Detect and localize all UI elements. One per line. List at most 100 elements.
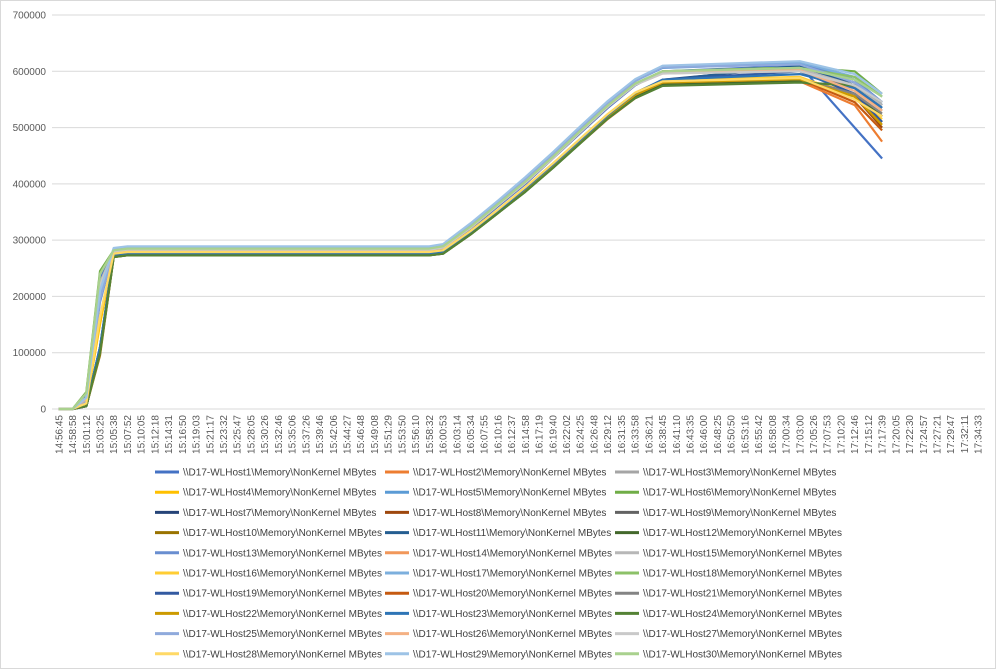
series-line-1 — [58, 64, 883, 411]
x-tick-label: 14:56:45 — [54, 415, 65, 454]
legend-entry-label: \\D17-WLHost19\Memory\NonKernel MBytes — [183, 589, 382, 600]
legend-entry-label: \\D17-WLHost29\Memory\NonKernel MBytes — [413, 649, 612, 660]
x-tick-label: 15:03:25 — [96, 415, 107, 454]
y-tick-label: 600000 — [13, 67, 47, 78]
gridlines — [52, 14, 985, 410]
legend-entry-label: \\D17-WLHost5\Memory\NonKernel MBytes — [413, 488, 606, 499]
x-tick-label: 15:12:18 — [150, 415, 161, 454]
series-line-11 — [58, 64, 883, 411]
x-tick-label: 15:30:26 — [260, 415, 271, 454]
legend-entry-label: \\D17-WLHost1\Memory\NonKernel MBytes — [183, 468, 376, 479]
y-tick-label: 200000 — [13, 292, 47, 303]
y-tick-label: 400000 — [13, 179, 47, 190]
legend-entry-label: \\D17-WLHost23\Memory\NonKernel MBytes — [413, 609, 612, 620]
legend-entry-label: \\D17-WLHost18\Memory\NonKernel MBytes — [643, 569, 842, 580]
x-tick-label: 16:05:34 — [466, 415, 477, 454]
series-line-16 — [58, 75, 883, 411]
x-tick-label: 17:05:26 — [809, 415, 820, 454]
x-tick-label: 17:32:11 — [960, 415, 971, 454]
x-tick-label: 15:49:08 — [370, 415, 381, 454]
series-line-20 — [58, 78, 883, 411]
x-tick-label: 17:24:57 — [919, 415, 930, 454]
legend-entry-label: \\D17-WLHost27\Memory\NonKernel MBytes — [643, 629, 842, 640]
y-tick-label: 700000 — [13, 11, 47, 22]
x-tick-label: 15:53:50 — [397, 415, 408, 454]
series-line-5 — [58, 62, 883, 411]
series-line-14 — [58, 67, 883, 411]
x-tick-label: 15:05:38 — [109, 415, 120, 454]
x-tick-label: 15:25:47 — [233, 415, 244, 454]
series-line-10 — [58, 79, 883, 411]
series-line-3 — [58, 66, 883, 411]
x-tick-label: 17:27:21 — [932, 415, 943, 454]
legend: \\D17-WLHost1\Memory\NonKernel MBytes \\D… — [155, 468, 842, 660]
legend-entry-label: \\D17-WLHost21\Memory\NonKernel MBytes — [643, 589, 842, 600]
x-tick-label: 15:51:29 — [384, 415, 395, 454]
series-line-15 — [58, 67, 883, 411]
x-tick-label: 16:07:55 — [480, 415, 491, 454]
x-tick-label: 14:58:58 — [68, 415, 79, 454]
series-line-23 — [58, 72, 883, 411]
x-tick-label: 16:17:19 — [535, 415, 546, 454]
x-tick-label: 16:53:16 — [740, 415, 751, 454]
x-tick-label: 15:16:50 — [178, 415, 189, 454]
x-tick-label: 17:29:47 — [946, 415, 957, 454]
legend-entry-label: \\D17-WLHost3\Memory\NonKernel MBytes — [643, 468, 836, 479]
x-tick-label: 16:36:21 — [644, 415, 655, 454]
series-line-30 — [58, 66, 883, 411]
legend-entry-label: \\D17-WLHost15\Memory\NonKernel MBytes — [643, 548, 842, 559]
x-tick-label: 15:44:27 — [342, 415, 353, 454]
x-tick-label: 17:15:12 — [864, 415, 875, 454]
legend-entry-label: \\D17-WLHost7\Memory\NonKernel MBytes — [183, 508, 376, 519]
x-tick-label: 15:01:12 — [82, 415, 93, 454]
x-tick-label: 15:32:46 — [274, 415, 285, 454]
legend-entry-label: \\D17-WLHost17\Memory\NonKernel MBytes — [413, 569, 612, 580]
x-tick-label: 16:50:50 — [727, 415, 738, 454]
series-line-9 — [58, 78, 883, 411]
legend-entry-label: \\D17-WLHost20\Memory\NonKernel MBytes — [413, 589, 612, 600]
x-tick-label: 15:28:05 — [246, 415, 257, 454]
y-tick-label: 500000 — [13, 123, 47, 134]
x-tick-label: 16:26:48 — [589, 415, 600, 454]
x-tick-label: 16:38:45 — [658, 415, 669, 454]
x-tick-label: 16:19:40 — [548, 415, 559, 454]
x-tick-label: 15:39:46 — [315, 415, 326, 454]
x-tick-label: 17:00:34 — [782, 415, 793, 454]
x-tick-label: 17:17:39 — [878, 415, 889, 454]
x-tick-label: 17:22:30 — [905, 415, 916, 454]
legend-entry-label: \\D17-WLHost30\Memory\NonKernel MBytes — [643, 649, 842, 660]
x-tick-label: 17:12:46 — [850, 415, 861, 454]
x-tick-label: 15:19:03 — [192, 415, 203, 454]
legend-entry-label: \\D17-WLHost9\Memory\NonKernel MBytes — [643, 508, 836, 519]
series-line-7 — [58, 65, 883, 411]
series-line-24 — [58, 81, 883, 411]
series-line-22 — [58, 78, 883, 411]
x-tick-label: 16:33:58 — [631, 415, 642, 454]
x-tick-label: 16:31:35 — [617, 415, 628, 454]
x-tick-label: 15:23:32 — [219, 415, 230, 454]
x-tick-label: 16:43:35 — [686, 415, 697, 454]
x-tick-label: 17:34:33 — [974, 415, 985, 454]
x-tick-label: 17:07:53 — [823, 415, 834, 454]
legend-entry-label: \\D17-WLHost14\Memory\NonKernel MBytes — [413, 548, 612, 559]
y-tick-label: 0 — [40, 405, 46, 416]
x-tick-label: 16:22:02 — [562, 415, 573, 454]
x-tick-label: 17:03:00 — [795, 415, 806, 454]
x-tick-label: 15:07:52 — [123, 415, 134, 454]
x-tick-label: 15:42:06 — [329, 415, 340, 454]
legend-entry-label: \\D17-WLHost13\Memory\NonKernel MBytes — [183, 548, 382, 559]
x-tick-label: 17:10:20 — [836, 415, 847, 454]
x-tick-label: 16:12:37 — [507, 415, 518, 454]
legend-entry-label: \\D17-WLHost16\Memory\NonKernel MBytes — [183, 569, 382, 580]
series-line-21 — [58, 78, 883, 411]
legend-entry-label: \\D17-WLHost22\Memory\NonKernel MBytes — [183, 609, 382, 620]
series-line-18 — [58, 66, 883, 411]
x-tick-label: 15:10:05 — [137, 415, 148, 454]
series-line-29 — [58, 60, 883, 411]
legend-entry-label: \\D17-WLHost2\Memory\NonKernel MBytes — [413, 468, 606, 479]
legend-entry-label: \\D17-WLHost11\Memory\NonKernel MBytes — [413, 528, 611, 539]
legend-entry-label: \\D17-WLHost24\Memory\NonKernel MBytes — [643, 609, 842, 620]
x-axis-tick-labels: 14:56:45 14:58:58 15:01:12 15:03:25 15:05:38… — [54, 415, 984, 454]
legend-entry-label: \\D17-WLHost25\Memory\NonKernel MBytes — [183, 629, 382, 640]
